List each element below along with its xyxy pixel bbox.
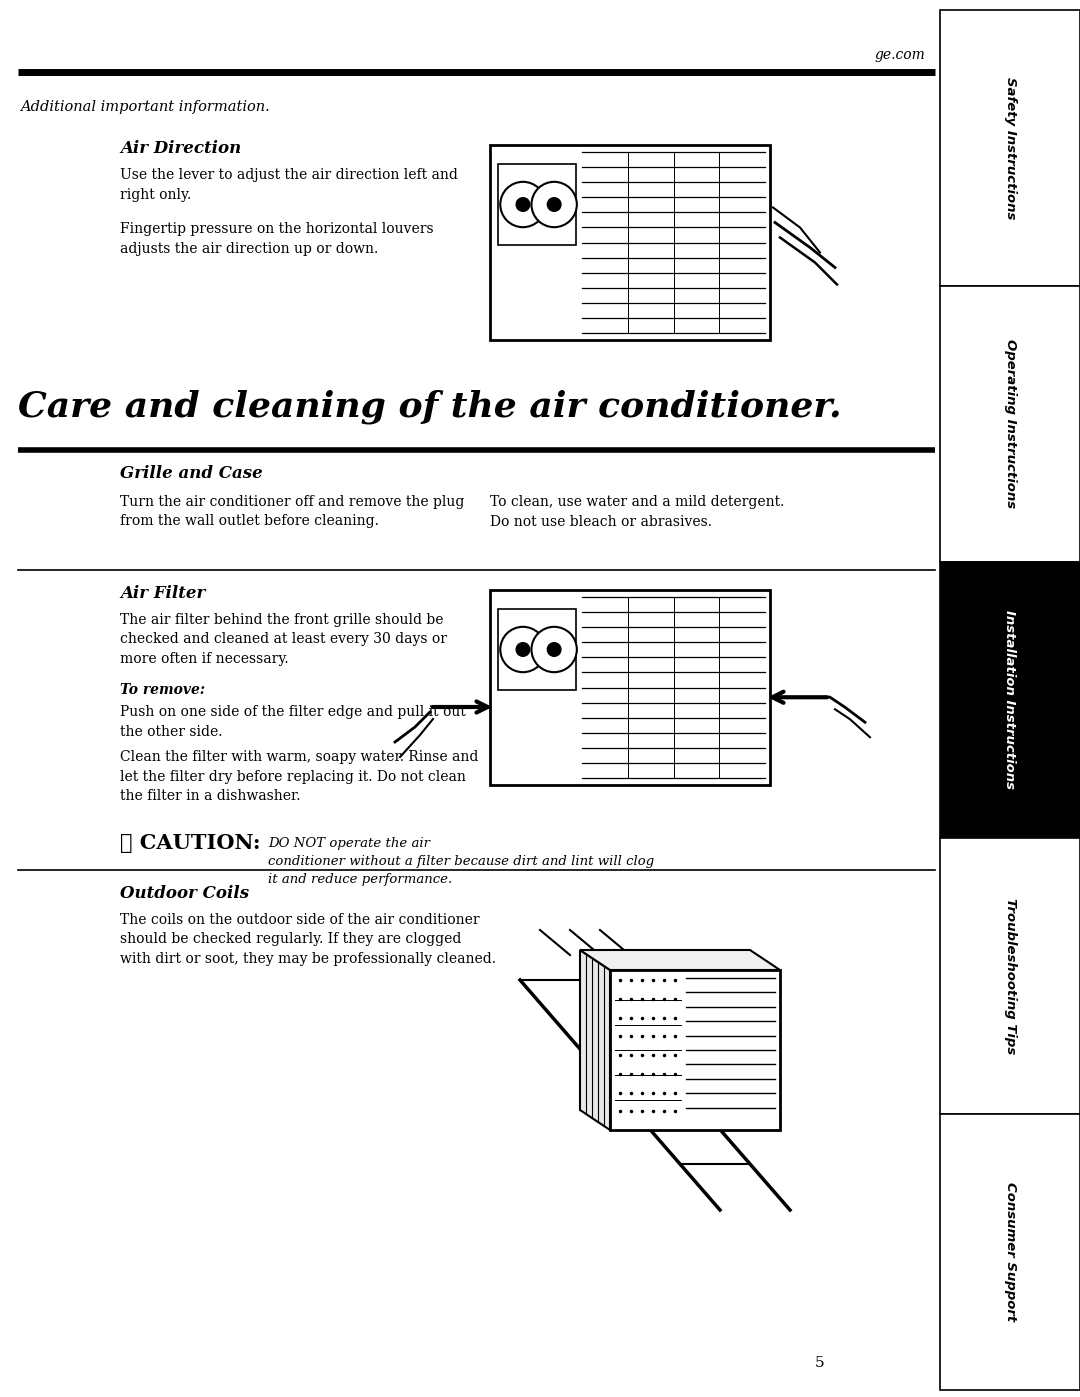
Text: Troubleshooting Tips: Troubleshooting Tips — [1003, 898, 1016, 1055]
Text: Push on one side of the filter edge and pull it out
the other side.: Push on one side of the filter edge and … — [120, 705, 465, 739]
Circle shape — [500, 182, 545, 228]
Text: To clean, use water and a mild detergent.
Do not use bleach or abrasives.: To clean, use water and a mild detergent… — [490, 495, 784, 528]
Bar — [940, 10, 1080, 286]
Text: Grille and Case: Grille and Case — [120, 465, 262, 482]
Bar — [940, 562, 1080, 838]
Text: Fingertip pressure on the horizontal louvers
adjusts the air direction up or dow: Fingertip pressure on the horizontal lou… — [120, 222, 434, 256]
Text: ge.com: ge.com — [874, 47, 924, 61]
Bar — [490, 145, 770, 339]
Text: The coils on the outdoor side of the air conditioner
should be checked regularly: The coils on the outdoor side of the air… — [120, 914, 496, 965]
Bar — [490, 590, 770, 785]
Text: To remove:: To remove: — [120, 683, 205, 697]
Bar — [940, 1113, 1080, 1390]
Bar — [610, 970, 780, 1130]
Circle shape — [531, 627, 577, 672]
Circle shape — [516, 198, 530, 211]
Text: 5: 5 — [815, 1356, 825, 1370]
Text: The air filter behind the front grille should be
checked and cleaned at least ev: The air filter behind the front grille s… — [120, 613, 447, 666]
Text: Installation Instructions: Installation Instructions — [1003, 610, 1016, 789]
Polygon shape — [580, 950, 780, 970]
Text: Air Filter: Air Filter — [120, 585, 205, 602]
Text: Outdoor Coils: Outdoor Coils — [120, 886, 249, 902]
Text: Turn the air conditioner off and remove the plug
from the wall outlet before cle: Turn the air conditioner off and remove … — [120, 495, 464, 528]
Text: Air Direction: Air Direction — [120, 140, 241, 156]
Circle shape — [548, 198, 561, 211]
Text: Use the lever to adjust the air direction left and
right only.: Use the lever to adjust the air directio… — [120, 168, 458, 201]
Text: Safety Instructions: Safety Instructions — [1003, 77, 1016, 219]
Circle shape — [500, 627, 545, 672]
Bar — [498, 163, 576, 244]
Text: Clean the filter with warm, soapy water. Rinse and
let the filter dry before rep: Clean the filter with warm, soapy water.… — [120, 750, 478, 803]
Text: Care and cleaning of the air conditioner.: Care and cleaning of the air conditioner… — [18, 390, 841, 425]
Bar — [940, 838, 1080, 1113]
Text: DO NOT operate the air
conditioner without a filter because dirt and lint will c: DO NOT operate the air conditioner witho… — [268, 837, 654, 886]
Circle shape — [516, 643, 530, 657]
Circle shape — [548, 643, 561, 657]
Text: Operating Instructions: Operating Instructions — [1003, 339, 1016, 509]
Text: Additional important information.: Additional important information. — [21, 101, 270, 115]
Bar — [498, 609, 576, 690]
Circle shape — [531, 182, 577, 228]
Bar — [940, 286, 1080, 562]
Polygon shape — [580, 950, 610, 1130]
Text: Consumer Support: Consumer Support — [1003, 1182, 1016, 1322]
Text: ⚠ CAUTION:: ⚠ CAUTION: — [120, 833, 260, 854]
